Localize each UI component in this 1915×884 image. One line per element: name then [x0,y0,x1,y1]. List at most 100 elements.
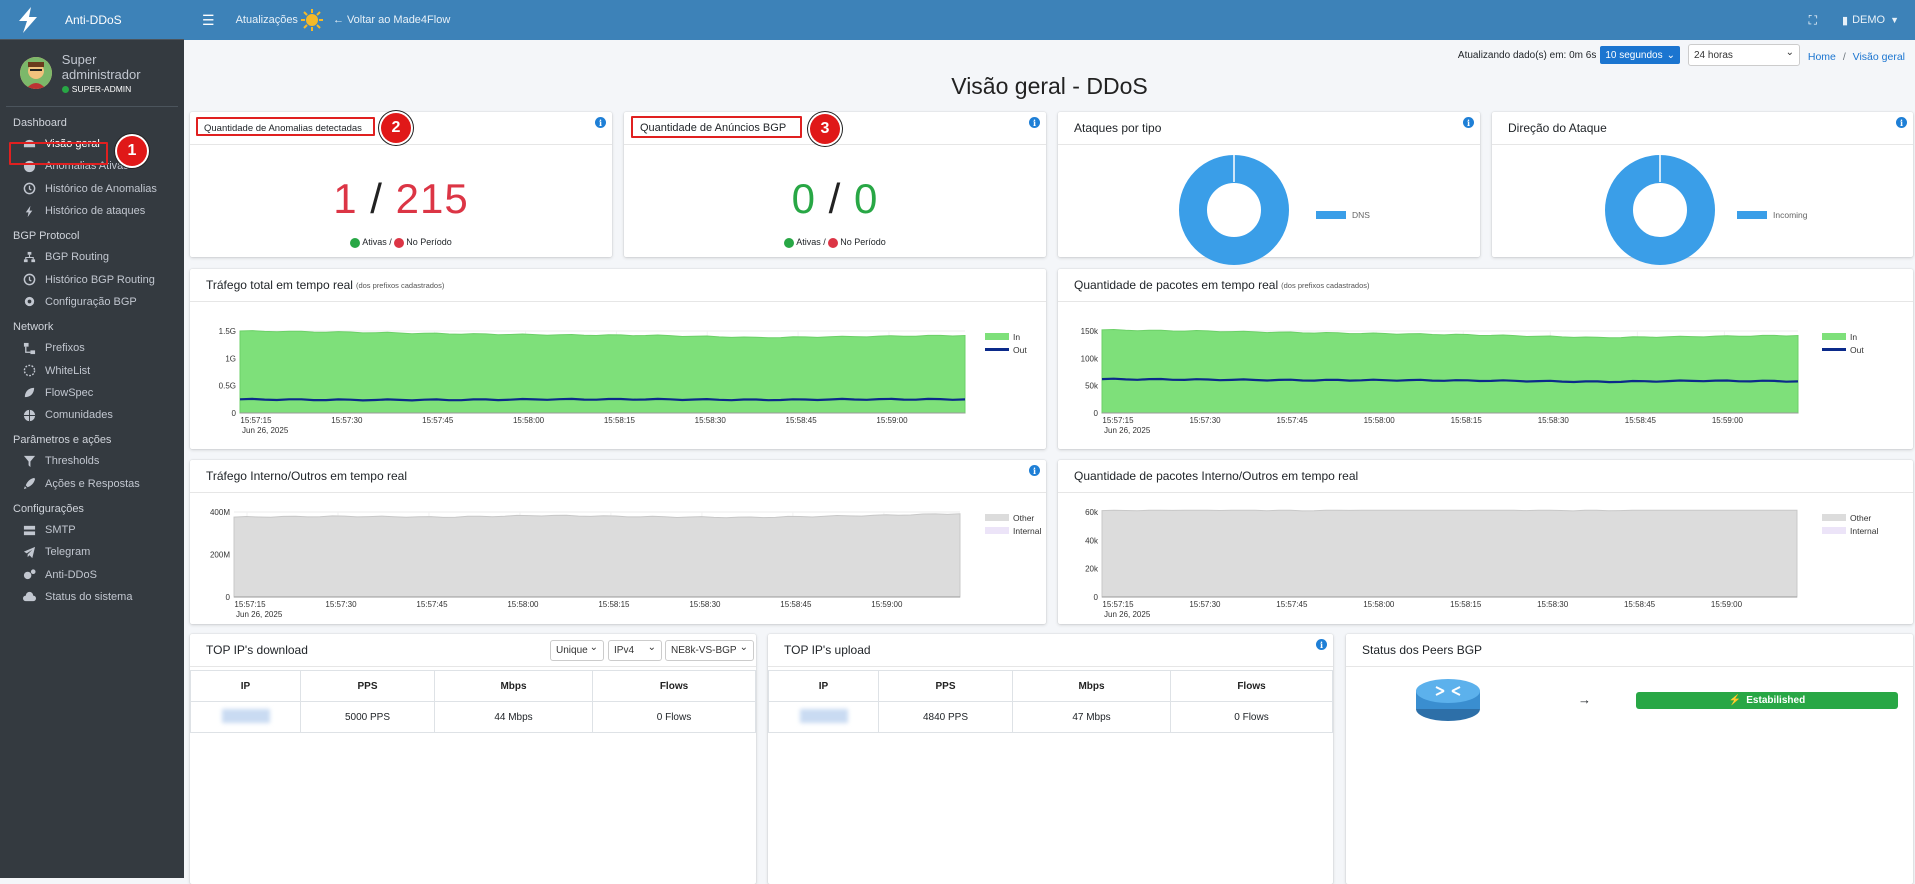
x-tick-label: 15:57:45 [1277,416,1309,425]
sidebar-item-thresholds[interactable]: Thresholds [0,450,184,472]
refresh-interval-select[interactable]: 10 segundos⌄ [1600,46,1680,64]
legend-label[interactable]: Other [1850,513,1871,523]
info-icon[interactable]: i [1463,117,1474,128]
top-download-title: TOP IP's download [206,643,308,657]
info-icon[interactable]: i [1029,465,1040,476]
sidebar-item-bgp-routing[interactable]: BGP Routing [0,246,184,268]
legend-swatch[interactable] [985,348,1009,351]
brand[interactable]: Anti-DDoS [0,0,184,40]
sidebar-item-label: Configuração BGP [45,296,137,308]
x-tick-label: 15:57:45 [416,600,448,609]
packets-internal-chart-card: Quantidade de pacotes Interno/Outros em … [1058,460,1913,624]
legend-label[interactable]: In [1013,332,1020,342]
back-link[interactable]: ←Voltar ao Made4Flow [333,14,450,26]
legend-swatch[interactable] [985,514,1009,521]
top-download-card: TOP IP's download Unique IPv4 NE8k-VS-BG… [190,634,756,884]
fullscreen-icon[interactable]: ⛶ [1809,13,1817,28]
sidebar-item-a-es-e-respostas[interactable]: Ações e Respostas [0,473,184,495]
legend-swatch[interactable] [1822,514,1846,521]
x-date-label: Jun 26, 2025 [1104,610,1151,619]
legend-swatch[interactable] [985,333,1009,340]
x-tick-label: 15:58:15 [604,416,636,425]
attack-type-header: Ataques por tipo [1058,112,1480,145]
sidebar-item-label: Histórico de ataques [45,205,145,217]
cell-mbps: 47 Mbps [1013,702,1171,733]
anomalies-counts: 1 / 215 [190,175,612,223]
annotation-box-3 [631,116,802,138]
x-tick-label: 15:57:30 [1189,416,1221,425]
sidebar-item-anti-ddos[interactable]: Anti-DDoS [0,563,184,585]
sidebar-item-comunidades[interactable]: Comunidades [0,404,184,426]
bolt-icon [22,204,36,218]
sidebar-item-smtp[interactable]: SMTP [0,519,184,541]
legend-label[interactable]: Out [1850,345,1864,355]
x-tick-label: 15:58:30 [1537,600,1569,609]
legend-swatch[interactable] [985,527,1009,534]
x-tick-label: 15:58:00 [1363,600,1395,609]
user-menu[interactable]: ▮DEMO▼ [1842,14,1899,27]
attack-direction-header: Direção do Ataque [1492,112,1913,145]
info-icon[interactable]: i [1896,117,1907,128]
attack-type-legend: DNS [1316,210,1370,220]
legend-label[interactable]: Internal [1850,526,1878,536]
bgp-legend: Ativas / No Período [624,237,1046,248]
user-panel[interactable]: Super administrador SUPER-ADMIN [6,40,178,107]
updates-link[interactable]: Atualizações [236,9,323,31]
y-tick-label: 150k [1081,327,1099,336]
legend-label[interactable]: In [1850,332,1857,342]
y-tick-label: 60k [1085,508,1099,517]
sidebar-item-label: BGP Routing [45,251,109,263]
sidebar-item-telegram[interactable]: Telegram [0,541,184,563]
router-select[interactable]: NE8k-VS-BGP [665,640,754,661]
sidebar-item-flowspec[interactable]: FlowSpec [0,382,184,404]
legend-swatch[interactable] [1822,333,1846,340]
sidebar-section-title: Network [0,313,184,337]
info-icon[interactable]: i [1029,117,1040,128]
ip-version-select[interactable]: IPv4 [608,640,662,661]
x-tick-label: 15:58:45 [1625,416,1657,425]
sidebar-item-label: Histórico de Anomalias [45,183,157,195]
sidebar-item-configura-o-bgp[interactable]: Configuração BGP [0,291,184,313]
sidebar-item-hist-rico-de-ataques[interactable]: Histórico de ataques [0,200,184,222]
sidebar-item-label: Thresholds [45,455,99,467]
sidebar-item-whitelist[interactable]: WhiteList [0,359,184,381]
unique-select[interactable]: Unique [550,640,604,661]
cell-flows: 0 Flows [593,702,756,733]
mail-server-icon [22,523,36,537]
sidebar-item-hist-rico-bgp-routing[interactable]: Histórico BGP Routing [0,268,184,290]
x-tick-label: 15:58:45 [786,416,818,425]
cell-ip [191,702,301,733]
info-icon[interactable]: i [595,117,606,128]
building-icon: ▮ [1842,14,1848,27]
traffic-chart-title: Tráfego total em tempo real [206,278,353,292]
cell-pps: 5000 PPS [301,702,435,733]
sidebar-item-label: WhiteList [45,365,90,377]
hamburger-menu-icon[interactable]: ☰ [202,12,215,29]
sidebar-item-status-do-sistema[interactable]: Status do sistema [0,586,184,608]
legend-label[interactable]: Other [1013,513,1034,523]
sidebar-item-hist-rico-de-anomalias[interactable]: Histórico de Anomalias [0,178,184,200]
x-tick-label: 15:58:30 [695,416,727,425]
annotation-badge-2: 2 [381,113,411,143]
x-date-label: Jun 26, 2025 [242,426,289,435]
time-range-select[interactable]: 24 horas [1688,44,1800,66]
legend-swatch[interactable] [1822,348,1846,351]
x-tick-label: 15:58:15 [1451,416,1483,425]
sun-icon [301,9,323,31]
legend-label[interactable]: Out [1013,345,1027,355]
legend-swatch[interactable] [1822,527,1846,534]
sidebar-item-prefixos[interactable]: Prefixos [0,337,184,359]
chevron-down-icon: ⌄ [1667,50,1675,61]
x-tick-label: 15:59:00 [1711,600,1743,609]
legend-label[interactable]: Internal [1013,526,1041,536]
breadcrumb-sep: / [1843,51,1846,63]
info-icon[interactable]: i [1316,639,1327,650]
breadcrumb-home[interactable]: Home [1808,51,1836,63]
spinner-icon [22,364,36,378]
